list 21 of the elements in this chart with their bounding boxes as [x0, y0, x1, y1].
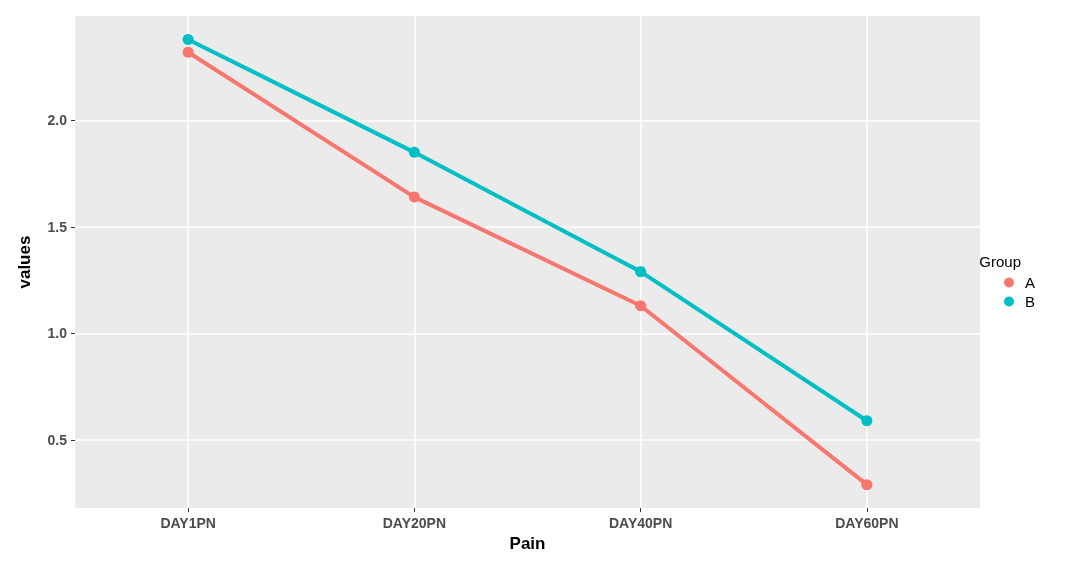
point: [635, 300, 647, 312]
y-tick-label: 0.5: [47, 431, 68, 448]
legend-title: Group: [979, 253, 1022, 270]
point: [408, 146, 420, 158]
legend-label: A: [1025, 274, 1036, 291]
y-axis-title: values: [15, 235, 34, 289]
point: [182, 33, 194, 45]
point: [635, 266, 647, 278]
y-tick-label: 1.5: [47, 218, 68, 235]
x-tick-label: DAY60PN: [835, 515, 899, 532]
point: [861, 479, 873, 491]
x-tick-label: DAY1PN: [160, 515, 216, 532]
x-tick-label: DAY40PN: [608, 515, 673, 532]
point: [408, 191, 420, 203]
x-tick-label: DAY20PN: [382, 515, 447, 532]
legend-label: B: [1025, 293, 1036, 310]
x-axis-title: Pain: [509, 534, 546, 553]
y-tick-label: 1.0: [47, 325, 68, 342]
point: [861, 415, 873, 427]
point: [182, 46, 194, 58]
y-tick-label: 2.0: [47, 112, 68, 129]
